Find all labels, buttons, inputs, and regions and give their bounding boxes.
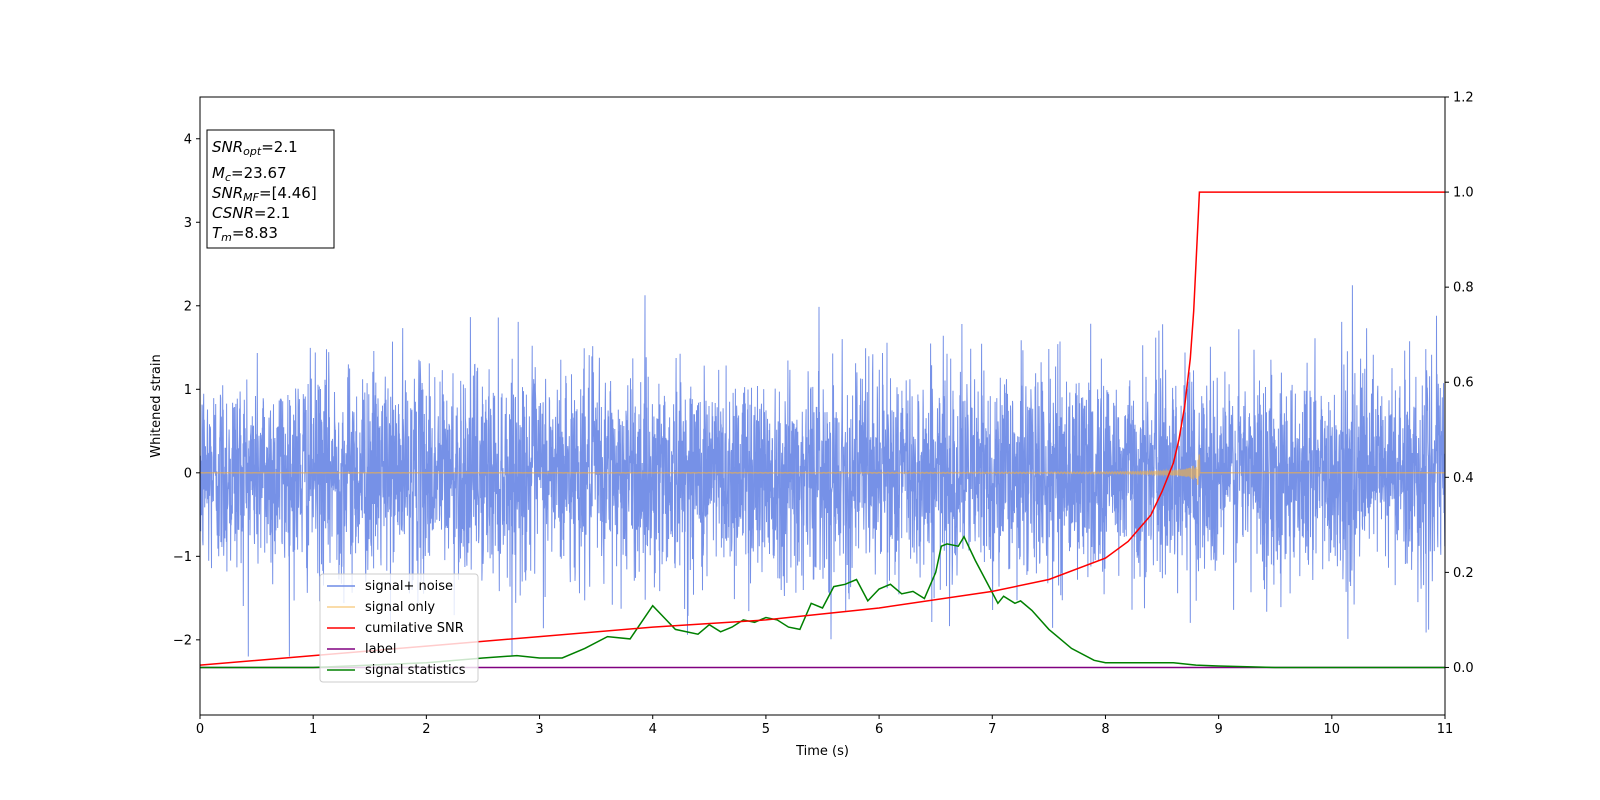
legend-label-signal-only: signal only	[365, 600, 435, 615]
legend-entry-label: label	[327, 642, 396, 657]
series-cumulative-snr	[200, 191, 1445, 666]
y-axis-label: Whitened strain	[149, 354, 164, 457]
y2-tick-label: 0.4	[1453, 471, 1474, 486]
legend-entry-signal-only: signal only	[327, 600, 435, 615]
y2-tick-label: 1.2	[1453, 91, 1474, 106]
legend-label-label: label	[365, 642, 396, 657]
y-axis-left: −2 −1 0 1 2 3 4	[173, 132, 200, 648]
x-tick-label: 1	[309, 722, 317, 737]
legend-frame	[319, 573, 479, 683]
x-tick-label: 6	[875, 722, 883, 737]
legend-entry-signal-noise: signal+ noise	[327, 579, 453, 594]
x-tick-label: 0	[196, 722, 204, 737]
legend-entry-signal-statistics: signal statistics	[327, 663, 466, 678]
series-signal-only	[200, 454, 1445, 485]
x-tick-label: 10	[1324, 722, 1341, 737]
y-tick-label: −1	[173, 550, 192, 565]
x-tick-label: 8	[1101, 722, 1109, 737]
stats-annotation-box: SNRopt=2.1 Mc=23.67 SNRMF=[4.46] CSNR=2.…	[206, 129, 335, 249]
legend-label-signal-statistics: signal statistics	[365, 663, 466, 678]
y2-tick-label: 0.8	[1453, 281, 1474, 296]
annotation-tm: Tm=8.83	[212, 224, 278, 244]
series-signal-statistics	[200, 535, 1445, 669]
annotation-mc: Mc=23.67	[212, 164, 287, 184]
annotation-csnr: CSNR=2.1	[212, 204, 290, 222]
x-tick-label: 5	[762, 722, 770, 737]
legend: signal+ noise signal only cumilative SNR…	[319, 573, 479, 683]
y-tick-label: −2	[173, 633, 192, 648]
x-tick-label: 11	[1437, 722, 1454, 737]
x-axis: 0 1 2 3 4 5 6 7 8 9 10 11	[196, 715, 1453, 737]
x-tick-label: 9	[1214, 722, 1222, 737]
y2-tick-label: 0.6	[1453, 376, 1474, 391]
y-tick-label: 1	[184, 383, 192, 398]
x-tick-label: 3	[535, 722, 543, 737]
annotation-frame	[206, 129, 335, 249]
x-tick-label: 7	[988, 722, 996, 737]
y-tick-label: 3	[184, 216, 192, 231]
y2-tick-label: 1.0	[1453, 186, 1474, 201]
legend-label-cumulative-snr: cumilative SNR	[365, 621, 464, 636]
x-tick-label: 2	[422, 722, 430, 737]
y2-tick-label: 0.0	[1453, 661, 1474, 676]
series-signal-noise	[200, 285, 1445, 657]
legend-label-signal-noise: signal+ noise	[365, 579, 453, 594]
y-axis-right: 0.0 0.2 0.4 0.6 0.8 1.0 1.2	[1445, 91, 1474, 676]
x-axis-label: Time (s)	[795, 744, 849, 759]
y-tick-label: 0	[184, 466, 192, 481]
annotation-snr-mf: SNRMF=[4.46]	[212, 184, 317, 204]
legend-entry-cumulative-snr: cumilative SNR	[327, 621, 464, 636]
y-tick-label: 4	[184, 132, 192, 147]
plot-frame	[199, 96, 1446, 716]
y-tick-label: 2	[184, 299, 192, 314]
x-tick-label: 4	[649, 722, 657, 737]
y2-tick-label: 0.2	[1453, 566, 1474, 581]
annotation-snr-opt: SNRopt=2.1	[212, 138, 298, 158]
